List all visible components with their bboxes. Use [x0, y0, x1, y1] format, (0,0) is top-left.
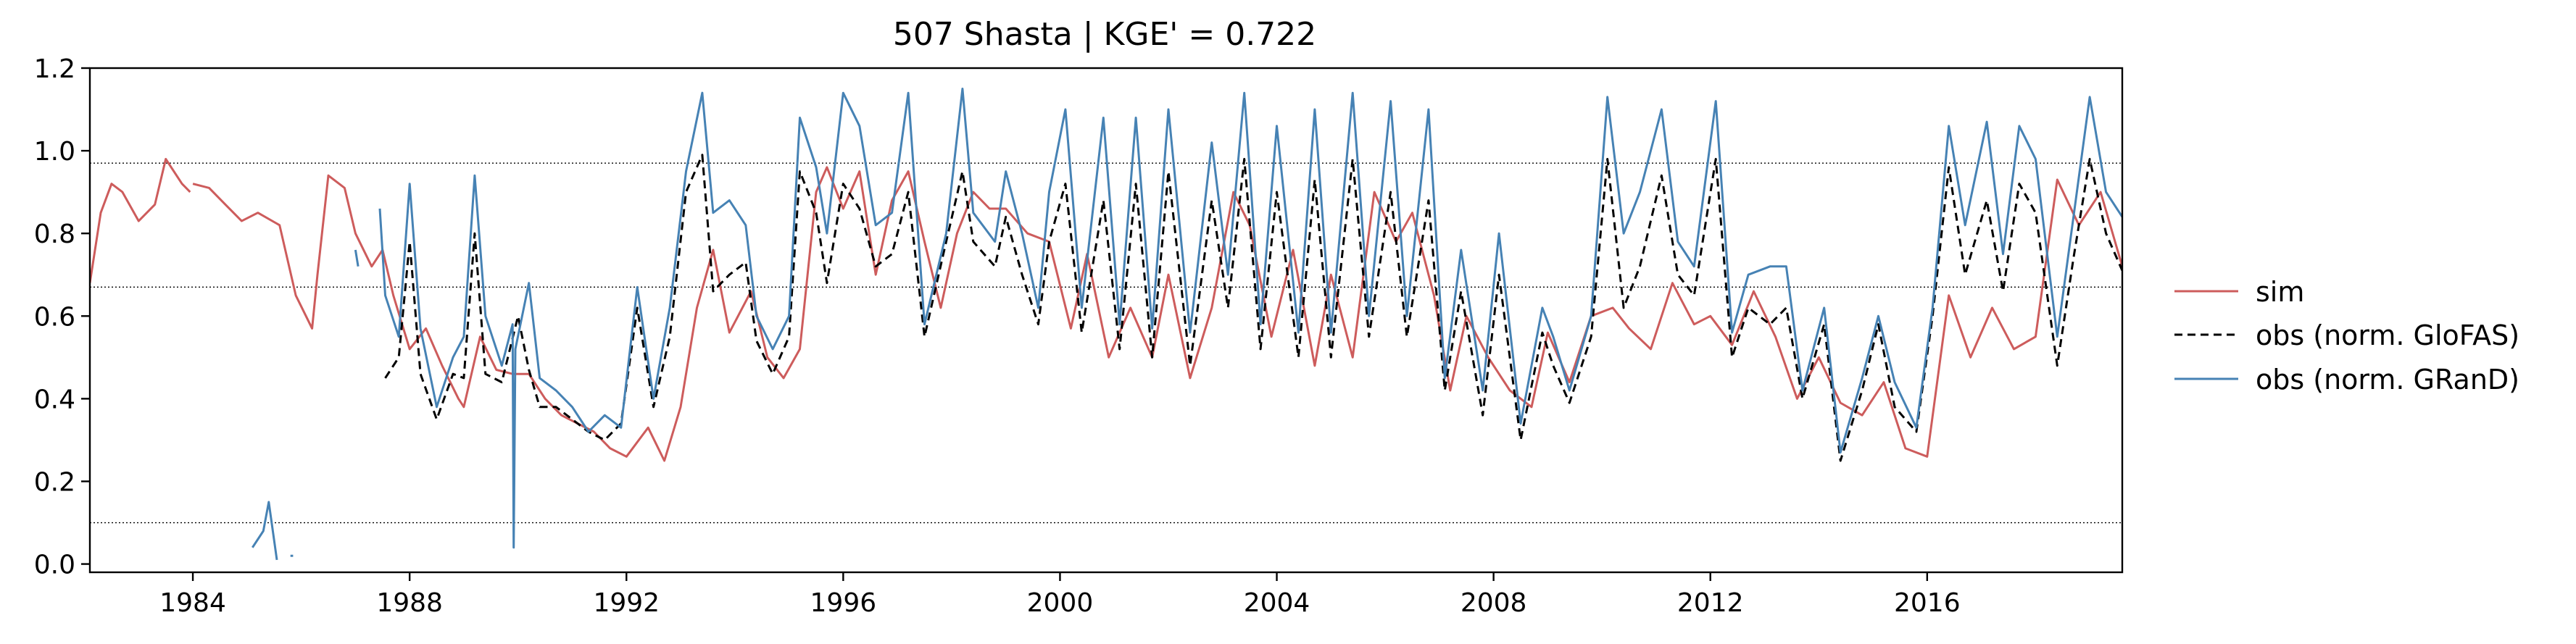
x-tick-label-2000: 2000	[1027, 588, 1094, 618]
x-tick-label-2008: 2008	[1461, 588, 1527, 618]
y-tick-label-1: 0.2	[34, 467, 75, 497]
y-tick-label-2: 0.4	[34, 385, 75, 414]
y-tick-label-0: 0.0	[34, 551, 75, 580]
x-tick-label-1992: 1992	[593, 588, 660, 618]
axes: 1984 1988 1992 1996 2000 2004 2008 2012 2016 0.0 0…	[34, 54, 2124, 618]
legend-label-obs-glofas: obs (norm. GloFAS)	[2256, 319, 2519, 351]
x-tick-label-2012: 2012	[1677, 588, 1744, 618]
x-tick-label-2016: 2016	[1894, 588, 1961, 618]
y-tick-label-5: 1.0	[34, 137, 75, 167]
y-tick-label-3: 0.6	[34, 302, 75, 332]
series-line-sim	[90, 158, 2122, 462]
y-tick-label-6: 1.2	[34, 54, 75, 84]
axes-frame	[88, 67, 2124, 574]
x-tick-label-2004: 2004	[1244, 588, 1310, 618]
x-tick-label-1988: 1988	[376, 588, 443, 618]
chart-title: 507 Shasta | KGE' = 0.722	[893, 16, 1316, 53]
x-tick-label-1996: 1996	[810, 588, 877, 618]
plot-area	[90, 88, 2122, 561]
y-tick-label-4: 0.8	[34, 219, 75, 249]
legend: sim obs (norm. GloFAS) obs (norm. GRanD)	[2174, 276, 2519, 396]
legend-label-obs-grand: obs (norm. GRanD)	[2256, 364, 2519, 396]
legend-label-sim: sim	[2256, 276, 2304, 308]
series-line-obs-norm-grand	[252, 88, 2122, 561]
x-tick-label-1984: 1984	[159, 588, 226, 618]
